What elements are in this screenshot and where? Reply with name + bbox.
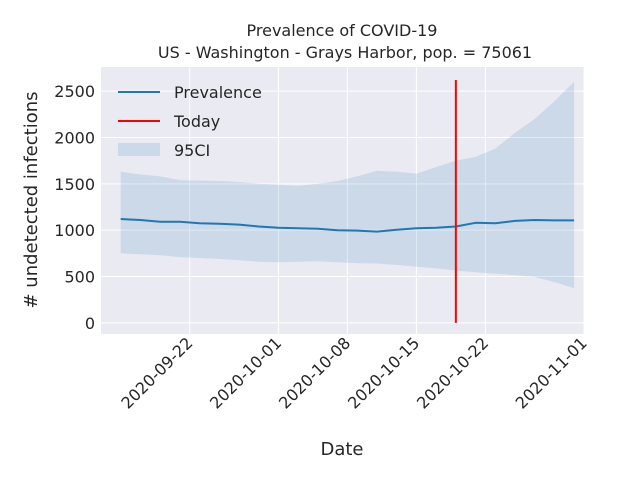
legend: Prevalence Today 95CI — [118, 83, 262, 160]
y-tick-label: 0 — [85, 314, 95, 333]
plot-background — [101, 67, 584, 334]
y-tick-label: 2000 — [54, 128, 95, 147]
chart-subtitle: US - Washington - Grays Harbor, pop. = 7… — [158, 43, 532, 62]
x-tick-label: 2020-10-01 — [206, 333, 285, 412]
ci-layer — [120, 81, 575, 289]
line-layer — [120, 218, 575, 233]
x-axis-label: Date — [320, 439, 363, 460]
y-tick-label: 1500 — [54, 175, 95, 194]
chart-title: Prevalence of COVID-19 — [247, 21, 438, 40]
y-tick-label: 2500 — [54, 82, 95, 101]
legend-prevalence-label: Prevalence — [174, 83, 262, 102]
x-tick-labels: 2020-09-22 2020-10-012020-10-082020-10-15… — [117, 333, 590, 412]
legend-95ci-swatch — [118, 143, 160, 156]
legend-95ci-label: 95CI — [174, 141, 210, 160]
prevalence-line — [120, 218, 575, 233]
y-tick-labels: 0 500 1000 1500 2000 2500 — [54, 82, 95, 333]
x-tick-label: 2020-10-22 — [413, 333, 492, 412]
x-tick-label: 2020-10-15 — [344, 333, 423, 412]
x-tick-label: 2020-10-08 — [275, 333, 354, 412]
y-axis-label: # undetected infections — [21, 91, 42, 308]
x-tick-label: 2020-11-01 — [512, 333, 591, 412]
y-tick-label: 500 — [64, 268, 95, 287]
ci-band — [120, 81, 575, 289]
x-tick-label: 2020-09-22 — [117, 333, 196, 412]
legend-today-label: Today — [173, 112, 220, 131]
y-tick-label: 1000 — [54, 221, 95, 240]
